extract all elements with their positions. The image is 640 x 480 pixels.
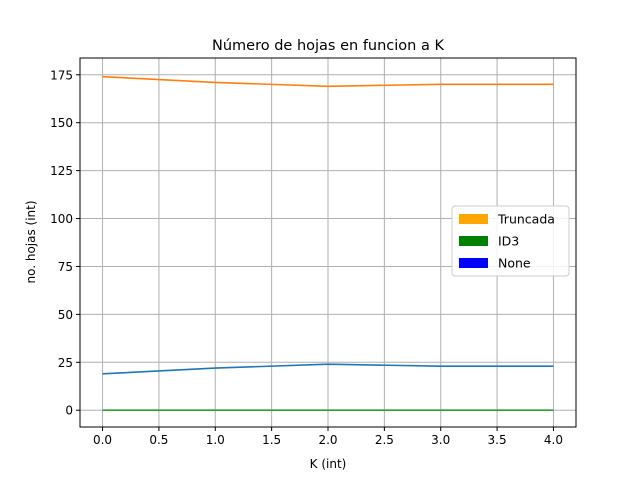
- y-axis-ticks: 0 25 50 75 100 125 150 175: [50, 68, 80, 418]
- legend-swatch: [459, 236, 488, 246]
- y-axis-label: no. hojas (int): [24, 200, 38, 283]
- y-tick-label: 0: [65, 404, 73, 418]
- x-tick-label: 3.0: [431, 433, 450, 447]
- x-tick-label: 2.0: [318, 433, 337, 447]
- x-tick-label: 0.5: [149, 433, 168, 447]
- y-tick-label: 75: [58, 260, 73, 274]
- y-tick-label: 150: [50, 116, 73, 130]
- series-line-2: [102, 363, 554, 375]
- y-tick-label: 25: [58, 356, 73, 370]
- x-tick-label: 1.0: [206, 433, 225, 447]
- y-tick-label: 100: [50, 212, 73, 226]
- legend-label: ID3: [498, 234, 519, 249]
- x-tick-label: 1.5: [262, 433, 281, 447]
- x-tick-label: 0.0: [93, 433, 112, 447]
- legend: Truncada ID3 None: [451, 205, 570, 277]
- x-tick-label: 2.5: [375, 433, 394, 447]
- series-line-1: [102, 75, 554, 88]
- legend-label: None: [498, 256, 531, 271]
- x-axis-ticks: 0.0 0.5 1.0 1.5 2.0 2.5 3.0 3.5 4.0: [93, 427, 563, 447]
- x-tick-label: 3.5: [488, 433, 507, 447]
- legend-entries: Truncada ID3 None: [459, 212, 555, 271]
- y-tick-label: 50: [58, 308, 73, 322]
- y-tick-label: 125: [50, 164, 73, 178]
- series-lines: [102, 75, 554, 412]
- x-tick-label: 4.0: [544, 433, 563, 447]
- y-tick-label: 175: [50, 68, 73, 82]
- legend-swatch: [459, 258, 488, 268]
- legend-label: Truncada: [497, 212, 555, 227]
- chart-title: Número de hojas en funcion a K: [212, 38, 444, 54]
- x-axis-label: K (int): [310, 457, 347, 471]
- legend-swatch: [459, 214, 488, 224]
